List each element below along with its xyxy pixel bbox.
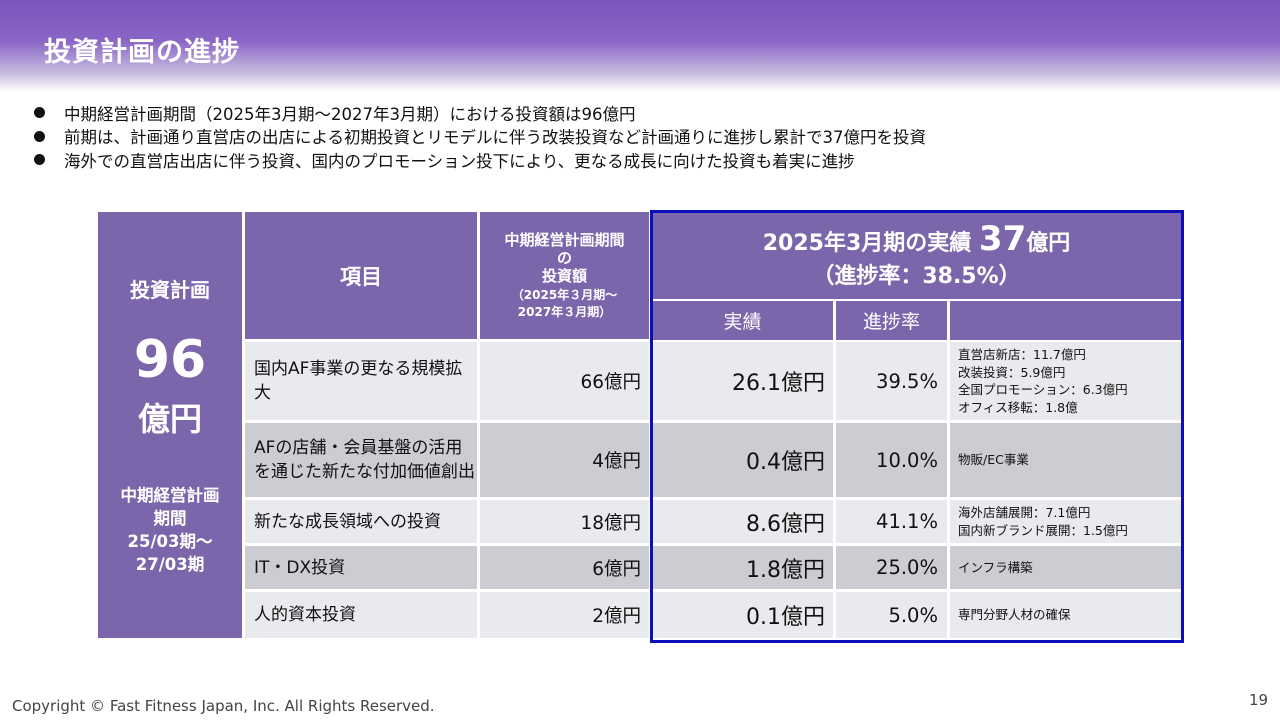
- header-item: 項目: [245, 212, 477, 339]
- table-row-plan: 2億円: [480, 592, 649, 638]
- table-row-name: 人的資本投資: [245, 592, 477, 638]
- table-row-actual: 0.1億円: [652, 592, 833, 638]
- bullet-item: 海外での直営店出店に伴う投資、国内のプロモーション投下により、更なる成長に向けた…: [32, 148, 1232, 172]
- header-result: 2025年3月期の実績 37億円 （進捗率：38.5%）: [652, 213, 1181, 299]
- table-row-rate: 25.0%: [836, 546, 947, 589]
- plan-period: 中期経営計画 期間 25/03期～ 27/03期: [120, 486, 220, 574]
- table-row-rate: 10.0%: [836, 423, 947, 497]
- plan-unit: 億円: [137, 400, 202, 438]
- table-row-plan: 4億円: [480, 423, 649, 497]
- table-row-notes: 直営店新店：11.7億円 改装投資：5.9億円 全国プロモーション：6.3億円 …: [950, 342, 1181, 420]
- bullet-item: 中期経営計画期間（2025年3月期～2027年3月期）における投資額は96億円: [32, 101, 1232, 125]
- bullet-dot-icon: [34, 107, 45, 119]
- table-row-plan: 66億円: [480, 342, 649, 420]
- table-row-name: 国内AF事業の更なる規模拡大: [245, 342, 477, 420]
- table-row-actual: 0.4億円: [652, 423, 833, 497]
- table-row-rate: 41.1%: [836, 500, 947, 543]
- table-row-notes: 専門分野人材の確保: [950, 592, 1181, 638]
- bullet-dot-icon: [34, 154, 45, 166]
- investment-plan-summary: 投資計画 96 億円 中期経営計画 期間 25/03期～ 27/03期: [98, 212, 242, 638]
- plan-label: 投資計画: [130, 278, 210, 302]
- page-number: 19: [1249, 691, 1269, 709]
- table-row-rate: 5.0%: [836, 592, 947, 638]
- table-row-notes: 海外店舗展開：7.1億円 国内新ブランド展開：1.5億円: [950, 500, 1181, 543]
- table-row-actual: 26.1億円: [652, 342, 833, 420]
- table-row-plan: 18億円: [480, 500, 649, 543]
- table-row-notes: インフラ構築: [950, 546, 1181, 589]
- table-row-actual: 1.8億円: [652, 546, 833, 589]
- slide-title: 投資計画の進捗: [44, 37, 240, 68]
- table-row-name: AFの店舗・会員基盤の活用を通じた新たな付加価値創出: [245, 423, 477, 497]
- table-row-name: 新たな成長領域への投資: [245, 500, 477, 543]
- plan-amount: 96: [133, 330, 207, 390]
- subheader-note: [950, 301, 1181, 340]
- table-row-plan: 6億円: [480, 546, 649, 589]
- header-plan-amount: 中期経営計画期間 の 投資額 （2025年３月期～ 2027年３月期）: [480, 212, 649, 339]
- subheader-rate: 進捗率: [836, 301, 947, 340]
- table-row-rate: 39.5%: [836, 342, 947, 420]
- bullet-list: 中期経営計画期間（2025年3月期～2027年3月期）における投資額は96億円 …: [32, 101, 1232, 172]
- subheader-actual: 実績: [652, 301, 833, 340]
- copyright: Copyright © Fast Fitness Japan, Inc. All…: [12, 697, 435, 715]
- table-row-actual: 8.6億円: [652, 500, 833, 543]
- bullet-dot-icon: [34, 130, 45, 142]
- header-result-rate: （進捗率：38.5%）: [812, 263, 1021, 289]
- slide-header: 投資計画の進捗: [0, 0, 1280, 92]
- table-row-notes: 物販/EC事業: [950, 423, 1181, 497]
- table-row-name: IT・DX投資: [245, 546, 477, 589]
- bullet-item: 前期は、計画通り直営店の出店による初期投資とリモデルに伴う改装投資など計画通りに…: [32, 125, 1232, 149]
